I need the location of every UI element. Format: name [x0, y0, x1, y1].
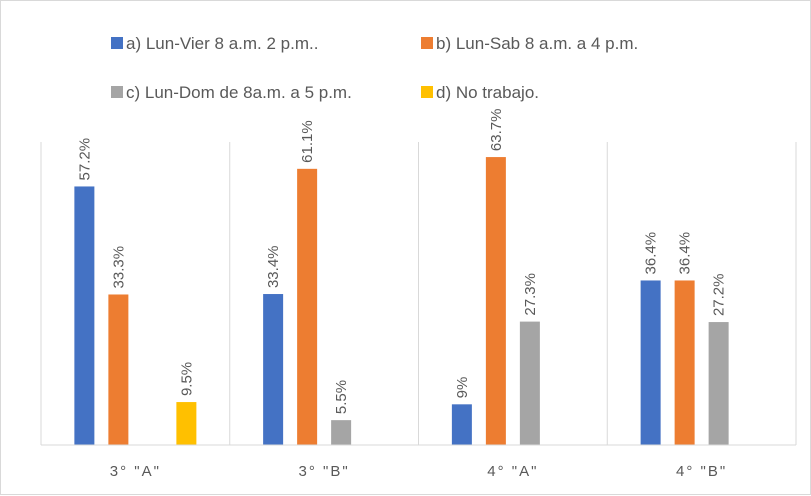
category-labels: 3° "A" 3° "B" 4° "A" 4° "B" [110, 463, 727, 480]
bar [176, 402, 197, 445]
bar [640, 280, 661, 445]
category-label: 3° "A" [110, 463, 161, 480]
legend-label: b) Lun-Sab 8 a.m. a 4 p.m. [436, 34, 638, 53]
bar [108, 294, 129, 445]
category-label: 4° "B" [676, 463, 727, 480]
legend-label: d) No trabajo. [436, 83, 539, 102]
data-labels: 57.2% 33.4% 9% 36.4% 33.3% 61.1% 63.7% 36.4% 5.5… [76, 109, 727, 415]
legend-label: a) Lun-Vier 8 a.m. 2 p.m.. [126, 34, 318, 53]
data-label: 36.4% [643, 232, 660, 275]
legend-swatch [421, 37, 433, 49]
data-label: 9.5% [178, 362, 195, 396]
data-label: 27.3% [522, 273, 539, 316]
data-label: 33.4% [265, 245, 282, 288]
bar [519, 321, 540, 445]
category-label: 4° "A" [487, 463, 538, 480]
legend-swatch [111, 37, 123, 49]
bars [74, 157, 729, 446]
data-label: 36.4% [677, 232, 694, 275]
legend-swatch [421, 86, 433, 98]
bar [451, 404, 472, 445]
data-label: 57.2% [76, 138, 93, 181]
category-label: 3° "B" [299, 463, 350, 480]
category-separators [40, 142, 797, 445]
legend-label: c) Lun-Dom de 8a.m. a 5 p.m. [126, 83, 352, 102]
legend: a) Lun-Vier 8 a.m. 2 p.m.. b) Lun-Sab 8 a… [111, 34, 638, 102]
data-label: 5.5% [333, 380, 350, 414]
data-label: 9% [454, 377, 471, 399]
bar [297, 168, 318, 445]
data-label: 61.1% [299, 120, 316, 163]
bar [708, 322, 729, 445]
data-label: 33.3% [110, 246, 127, 289]
data-label: 27.2% [711, 274, 728, 317]
data-label: 63.7% [488, 109, 505, 152]
bar [74, 186, 95, 445]
bar [263, 294, 284, 445]
bar [674, 280, 695, 445]
legend-swatch [111, 86, 123, 98]
bar [485, 157, 506, 446]
bar [331, 420, 352, 445]
